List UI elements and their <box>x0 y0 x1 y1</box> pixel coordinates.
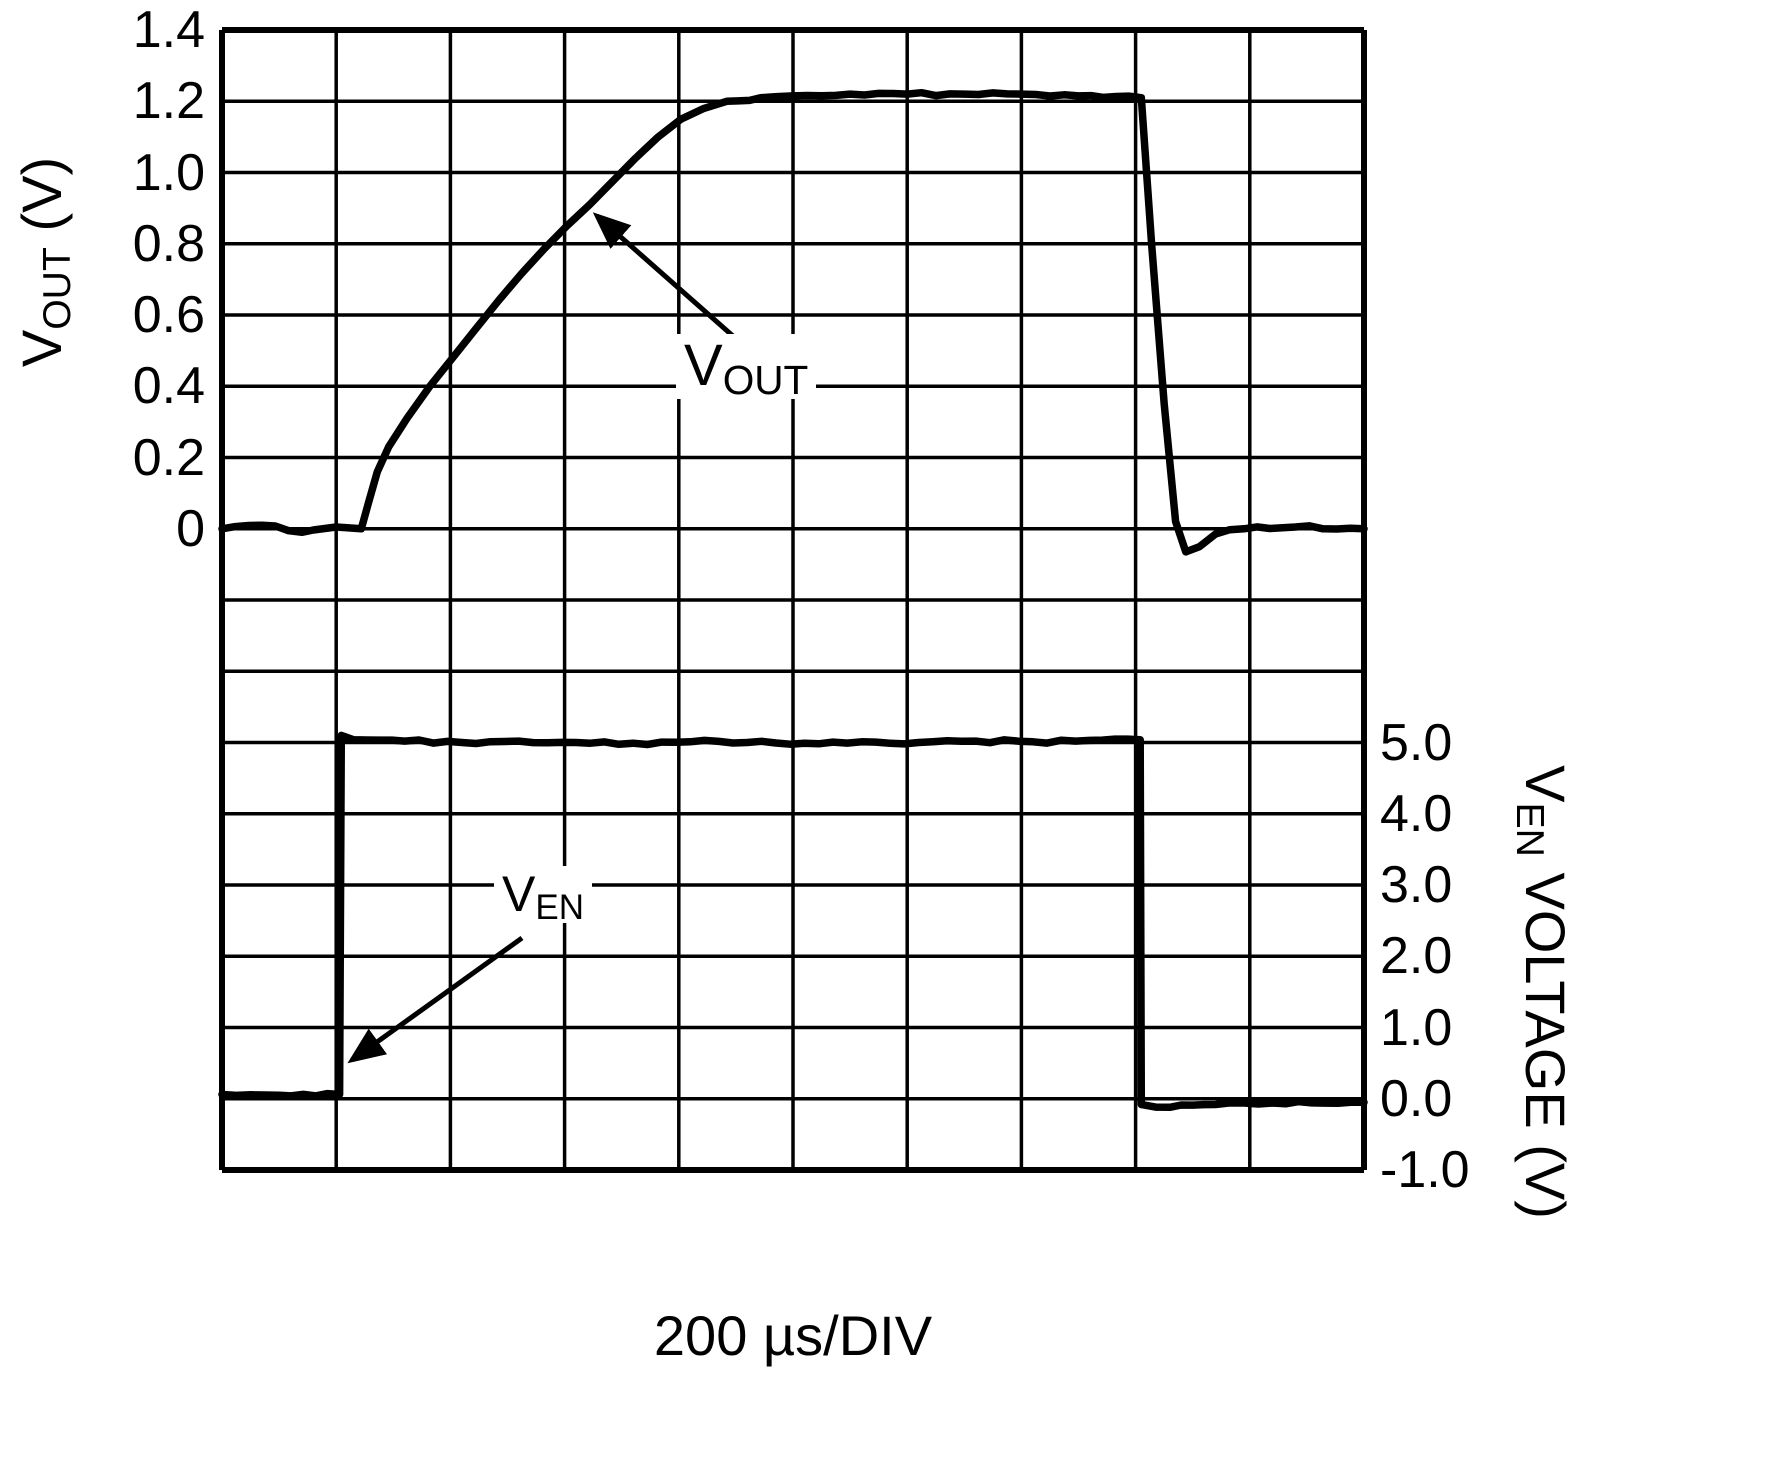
x-axis-label-text: 200 µs/DIV <box>653 1304 933 1367</box>
trace-ven <box>218 731 1368 1112</box>
left-axis-title-rest: (V) <box>10 156 73 248</box>
annotation-arrows <box>347 212 744 1064</box>
left-axis-title: VOUT (V) <box>8 0 79 562</box>
x-axis-label: 200 µs/DIV <box>493 1306 1093 1366</box>
left-axis-title-main: V <box>10 329 73 368</box>
right-axis-title-main: V <box>1514 765 1577 803</box>
right-axis-title: VEN VOLTAGE (V) <box>1508 612 1579 1372</box>
ven-arrow <box>347 935 524 1064</box>
grid-lines <box>219 27 1367 1173</box>
ven-annotation-main: V <box>502 866 536 922</box>
left-axis-title-sub: OUT <box>35 247 79 330</box>
trace-vout <box>218 88 1368 556</box>
ven-annotation-sub: EN <box>535 887 584 927</box>
vout-annotation-sub: OUT <box>722 356 809 403</box>
vout-annotation-main: V <box>684 333 723 398</box>
right-axis-title-sub: EN <box>1508 802 1552 857</box>
vout-annotation-label: VOUT <box>676 333 817 401</box>
waveform-traces <box>218 88 1368 1112</box>
vout-arrow <box>592 212 744 346</box>
ven-annotation-label: VEN <box>494 866 592 926</box>
right-axis-title-rest: VOLTAGE (V) <box>1514 856 1577 1219</box>
